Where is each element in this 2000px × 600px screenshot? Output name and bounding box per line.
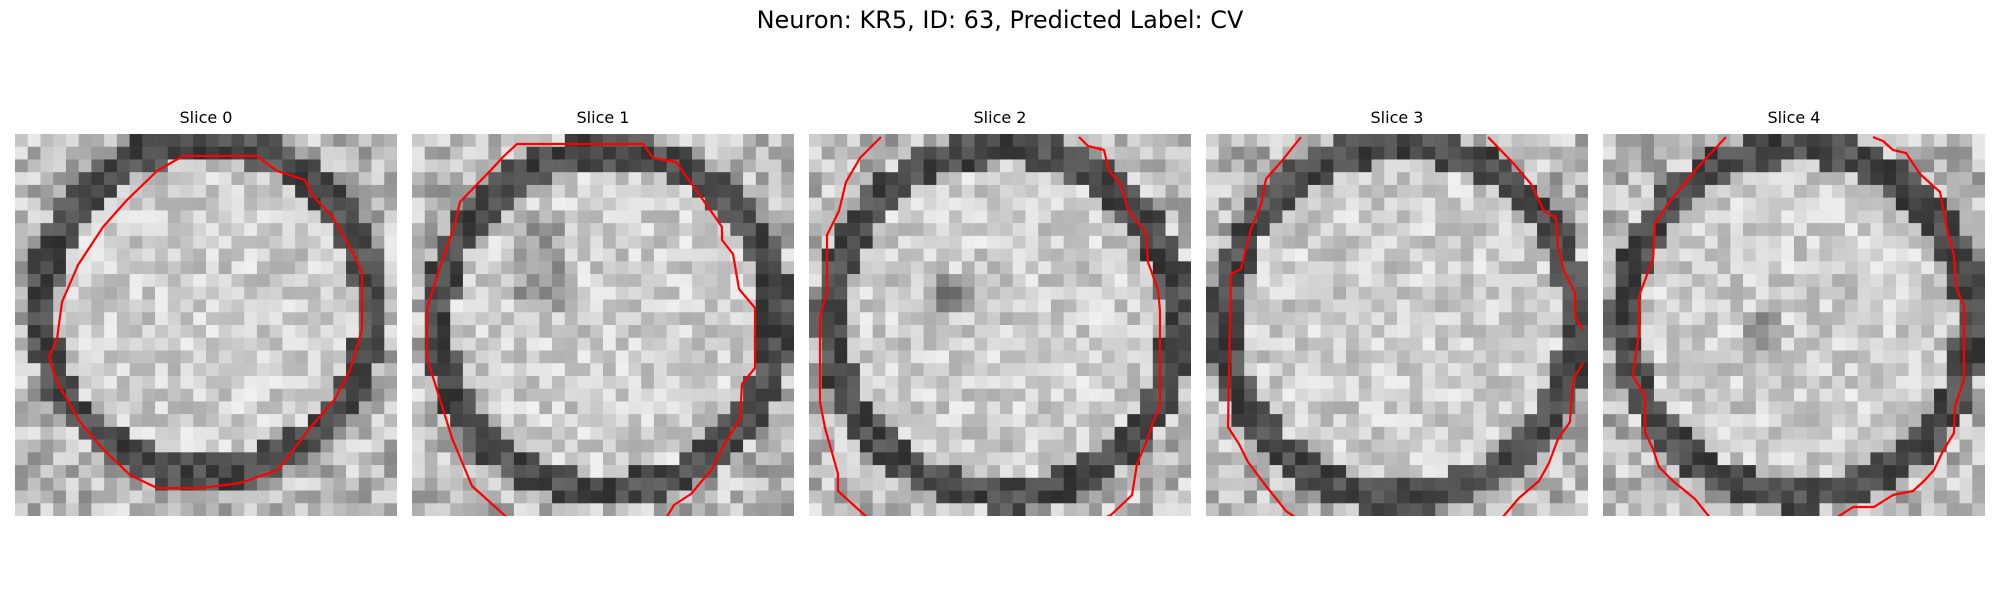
slice-image	[1603, 134, 1985, 516]
slice-panel-2: Slice 2	[809, 107, 1191, 516]
contour-line	[1226, 136, 1302, 516]
slice-title: Slice 2	[973, 108, 1027, 127]
contour-line	[47, 154, 364, 490]
slice-image	[1206, 134, 1588, 516]
contour-line	[1631, 136, 1727, 516]
slice-image	[412, 134, 794, 516]
slice-panel-0: Slice 0	[15, 107, 397, 516]
contour-line	[425, 142, 757, 516]
slice-title: Slice 0	[179, 108, 233, 127]
slice-panel-3: Slice 3	[1206, 107, 1588, 516]
slice-title: Slice 4	[1767, 108, 1821, 127]
slice-title: Slice 1	[576, 108, 630, 127]
contour-line	[1078, 136, 1162, 516]
contour-line	[818, 136, 882, 516]
slice-image	[809, 134, 1191, 516]
slice-panel-4: Slice 4	[1603, 107, 1985, 516]
contour-line	[1502, 362, 1584, 516]
contour-line	[1837, 135, 1966, 516]
slice-image	[15, 134, 397, 516]
slice-panel-1: Slice 1	[412, 107, 794, 516]
contour-line	[1487, 136, 1584, 331]
slice-title: Slice 3	[1370, 108, 1424, 127]
figure-title: Neuron: KR5, ID: 63, Predicted Label: CV	[756, 6, 1244, 34]
